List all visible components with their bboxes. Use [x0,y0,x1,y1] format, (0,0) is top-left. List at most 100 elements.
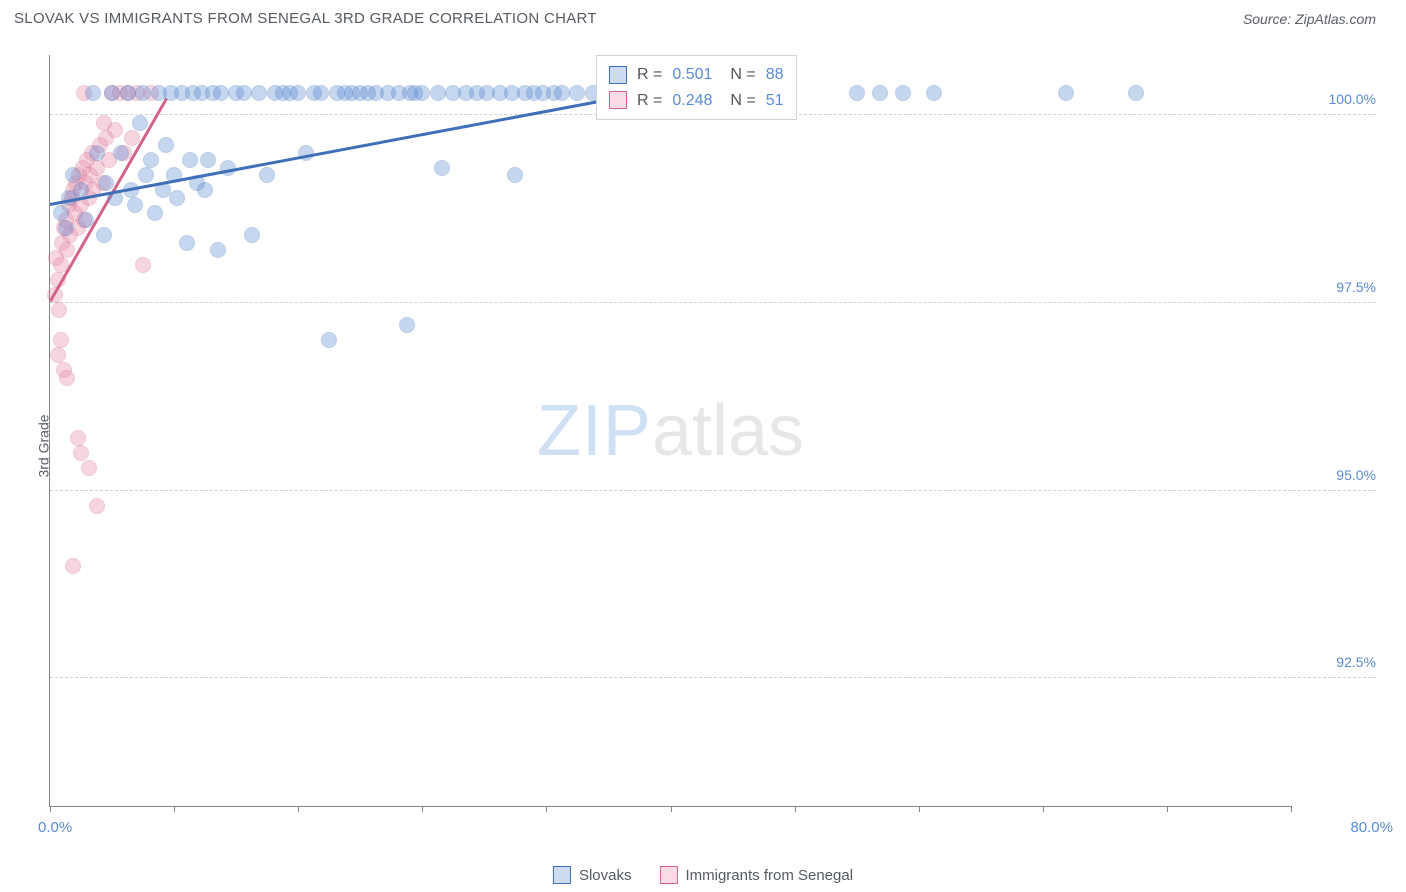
x-tick [298,806,299,812]
data-point [259,167,275,183]
data-point [179,235,195,251]
data-point [58,220,74,236]
stats-row: R =0.248N =51 [609,88,784,114]
data-point [143,152,159,168]
legend-item-slovaks: Slovaks [553,866,632,884]
data-point [926,85,942,101]
data-point [200,152,216,168]
y-tick-label: 100.0% [1301,91,1376,107]
data-point [81,460,97,476]
stat-n-value: 51 [766,88,784,114]
data-point [70,430,86,446]
legend-label: Slovaks [579,867,632,884]
x-tick [1043,806,1044,812]
data-point [78,212,94,228]
stat-n-value: 88 [766,62,784,88]
data-point [849,85,865,101]
plot-area: ZIPatlas 0.0% 80.0% 92.5%95.0%97.5%100.0… [49,55,1291,807]
legend-label: Immigrants from Senegal [685,867,853,884]
data-point [98,175,114,191]
chart-container: 3rd Grade ZIPatlas 0.0% 80.0% 92.5%95.0%… [14,40,1386,852]
data-point [96,227,112,243]
data-point [65,167,81,183]
data-point [104,85,120,101]
data-point [73,445,89,461]
data-point [313,85,329,101]
data-point [59,370,75,386]
chart-title: SLOVAK VS IMMIGRANTS FROM SENEGAL 3RD GR… [14,10,597,27]
data-point [89,498,105,514]
x-min-label: 0.0% [38,819,72,836]
data-point [507,167,523,183]
x-tick [919,806,920,812]
y-tick-label: 92.5% [1301,654,1376,670]
watermark: ZIPatlas [537,390,804,472]
gridline-h [50,677,1376,678]
watermark-zip: ZIP [537,391,652,471]
x-tick [50,806,51,812]
chart-source: Source: ZipAtlas.com [1243,11,1376,27]
data-point [407,85,423,101]
data-point [135,85,151,101]
data-point [59,242,75,258]
data-point [158,137,174,153]
x-tick [671,806,672,812]
legend-item-senegal: Immigrants from Senegal [659,866,853,884]
data-point [127,197,143,213]
stats-row: R = 0.501 N = 88 [609,62,784,88]
x-max-label: 80.0% [1350,819,1393,836]
x-tick [546,806,547,812]
data-point [430,85,446,101]
x-tick [174,806,175,812]
y-tick-label: 97.5% [1301,279,1376,295]
data-point [113,145,129,161]
x-tick [1291,806,1292,812]
data-point [569,85,585,101]
data-point [434,160,450,176]
stats-box: R = 0.501 N = 88R = 0.248 N = 51 [596,55,797,120]
data-point [85,85,101,101]
legend-swatch-icon [553,866,571,884]
data-point [290,85,306,101]
data-point [872,85,888,101]
data-point [96,115,112,131]
data-point [147,205,163,221]
x-tick [795,806,796,812]
data-point [169,190,185,206]
watermark-atlas: atlas [652,391,804,471]
stats-swatch-icon [609,66,627,84]
data-point [895,85,911,101]
data-point [135,257,151,273]
trend-line [50,86,671,205]
stat-n-label: N = [730,88,755,114]
data-point [51,302,67,318]
stat-r-label: R = [637,62,662,88]
data-point [210,242,226,258]
data-point [1058,85,1074,101]
data-point [1128,85,1144,101]
data-point [53,205,69,221]
data-point [554,85,570,101]
bottom-legend: Slovaks Immigrants from Senegal [553,866,853,884]
data-point [251,85,267,101]
stat-n-label: N = [730,62,755,88]
data-point [132,115,148,131]
data-point [321,332,337,348]
data-point [65,558,81,574]
data-point [89,145,105,161]
stat-r-value: 0.248 [672,88,712,114]
x-tick [422,806,423,812]
stat-r-value: 0.501 [672,62,712,88]
data-point [120,85,136,101]
data-point [236,85,252,101]
legend-swatch-icon [659,866,677,884]
data-point [213,85,229,101]
y-tick-label: 95.0% [1301,467,1376,483]
gridline-h [50,490,1376,491]
data-point [50,347,66,363]
data-point [399,317,415,333]
data-point [182,152,198,168]
data-point [244,227,260,243]
x-tick [1167,806,1168,812]
data-point [197,182,213,198]
